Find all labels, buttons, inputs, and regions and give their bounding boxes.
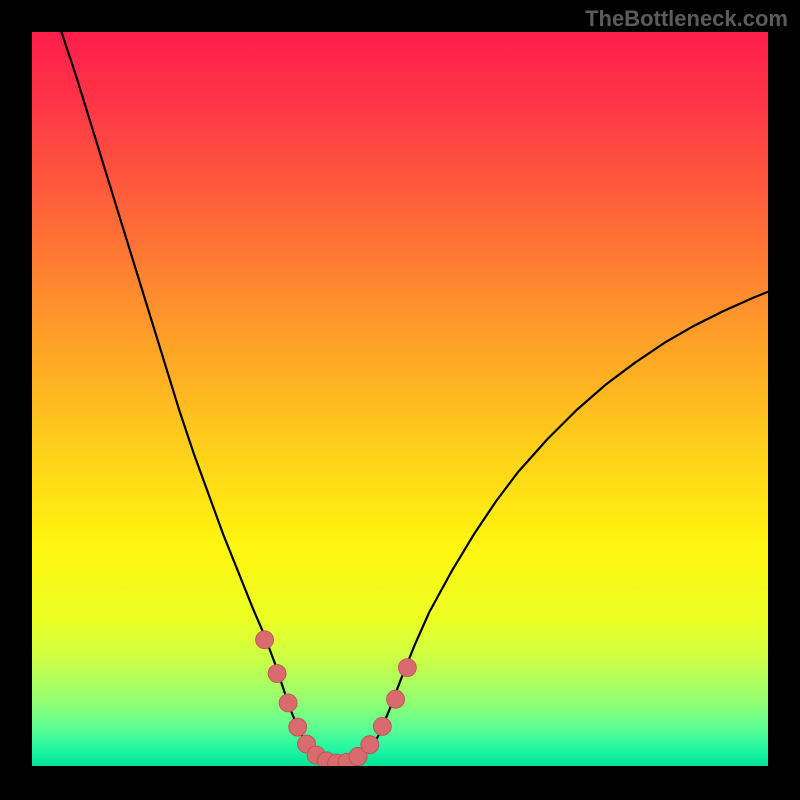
curve-marker [398, 659, 416, 677]
curve-marker [289, 718, 307, 736]
curve-marker [268, 665, 286, 683]
curve-marker [373, 717, 391, 735]
curve-marker [387, 690, 405, 708]
marker-group [256, 631, 417, 766]
curve-marker [361, 736, 379, 754]
bottleneck-curve [61, 32, 768, 764]
curve-marker [279, 694, 297, 712]
curve-marker [256, 631, 274, 649]
chart-svg [32, 32, 768, 766]
bottleneck-chart [32, 32, 768, 766]
watermark-label: TheBottleneck.com [585, 6, 788, 32]
